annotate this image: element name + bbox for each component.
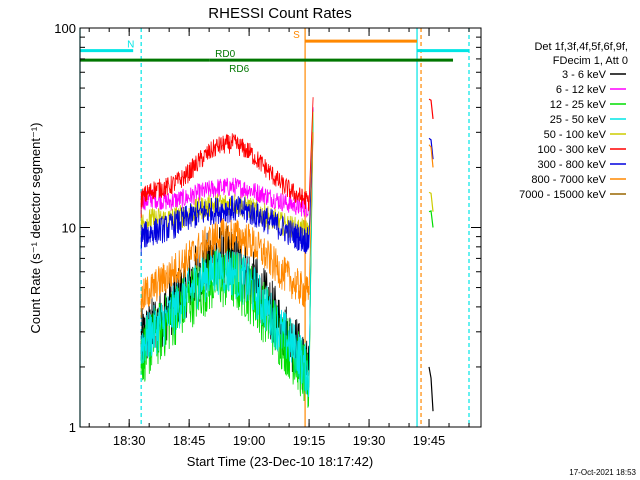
attenuator-bars: N S RD0 RD6 [80, 30, 470, 75]
x-tick-label: 18:45 [173, 433, 206, 448]
legend-label: 6 - 12 keV [556, 84, 607, 96]
x-axis: 18:30 18:45 19:00 19:15 19:30 19:45 [88, 28, 470, 448]
legend-label: 7000 - 15000 keV [519, 189, 607, 201]
late-segment-line [428, 137, 434, 160]
x-axis-label: Start Time (23-Dec-10 18:17:42) [187, 454, 373, 469]
series-line [140, 111, 314, 398]
x-tick-label: 19:45 [413, 433, 446, 448]
annotation-label: S [293, 30, 300, 41]
annotation-label: N [127, 40, 134, 51]
legend-header: FDecim 1, Att 0 [553, 55, 628, 67]
series-line [140, 97, 314, 211]
annotation-label: RD6 [229, 64, 249, 75]
late-segment-line [428, 210, 434, 228]
legend-header: Det 1f,3f,4f,5f,6f,9f, [534, 41, 628, 53]
x-tick-label: 19:30 [353, 433, 386, 448]
legend-label: 50 - 100 keV [544, 129, 607, 141]
timestamp: 17-Oct-2021 18:53 [569, 468, 636, 477]
y-tick-label: 10 [62, 221, 76, 236]
plot-area: N S RD0 RD6 [79, 27, 482, 428]
x-tick-label: 18:30 [113, 433, 146, 448]
annotation-label: RD0 [215, 49, 235, 60]
late-segment-line [428, 98, 434, 120]
y-tick-label: 1 [69, 420, 76, 435]
y-tick-label: 100 [54, 21, 76, 36]
late-segment-line [428, 144, 434, 168]
series-line [140, 132, 314, 254]
late-segment-line [428, 366, 434, 412]
legend-label: 100 - 300 keV [538, 144, 607, 156]
x-tick-label: 19:15 [293, 433, 326, 448]
x-tick-label: 19:00 [233, 433, 266, 448]
legend-label: 300 - 800 keV [538, 159, 607, 171]
legend-label: 12 - 25 keV [550, 99, 607, 111]
series-line [140, 107, 314, 218]
legend-label: 25 - 50 keV [550, 114, 607, 126]
chart-title: RHESSI Count Rates [208, 5, 351, 22]
legend-label: 800 - 7000 keV [531, 174, 606, 186]
series-line [140, 111, 314, 243]
legend-label: 3 - 6 keV [562, 69, 607, 81]
series-line [140, 132, 314, 310]
y-axis-label: Count Rate (s⁻¹ detector segment⁻¹) [28, 123, 43, 334]
series-lines [140, 97, 434, 412]
late-segment-line [428, 191, 434, 212]
y-axis: 1 10 100 [54, 21, 481, 435]
legend: Det 1f,3f,4f,5f,6f,9f, FDecim 1, Att 0 3 -… [519, 41, 628, 201]
